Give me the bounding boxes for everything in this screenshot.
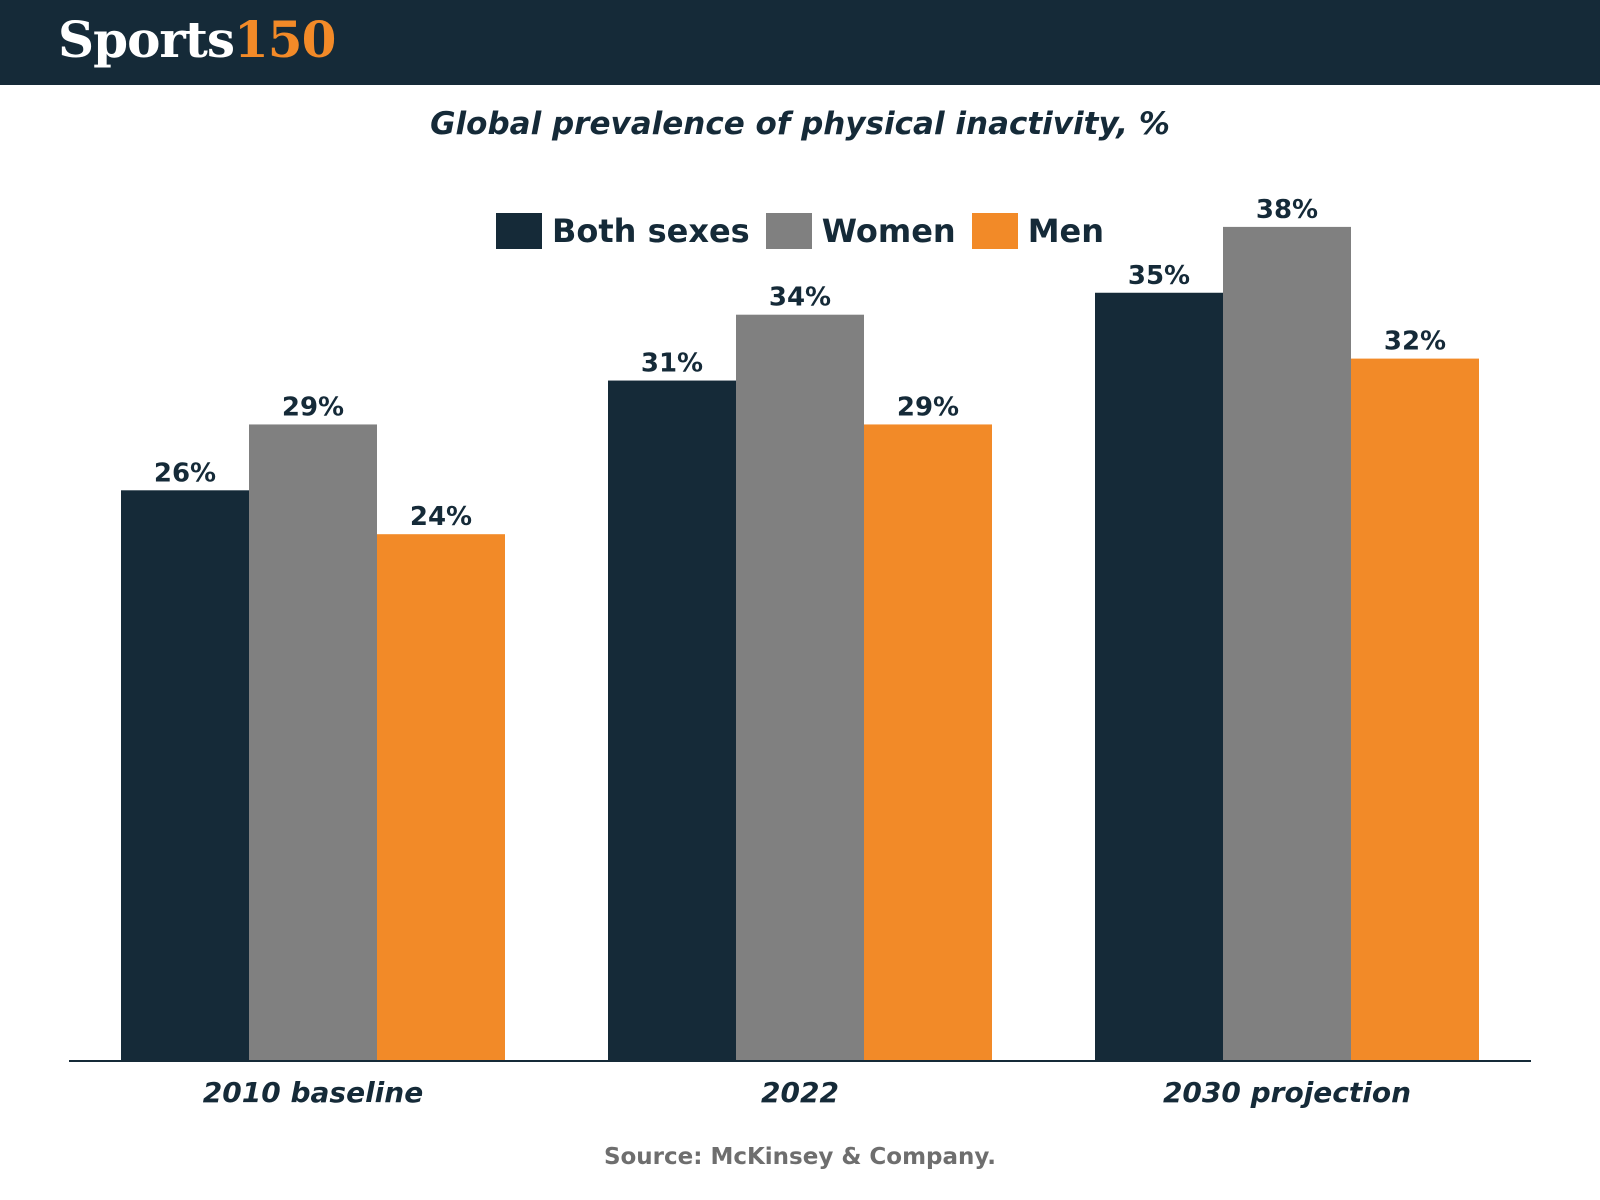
bar-both-sexes-2022: [608, 380, 736, 1061]
logo-text-sports: Sports: [58, 10, 235, 69]
chart-legend: Both sexes Women Men: [0, 212, 1600, 250]
data-label-both-sexes-2022: 31%: [641, 349, 703, 379]
x-tick-label-2030-projection: 2030 projection: [1163, 1076, 1411, 1109]
legend-label-men: Men: [1027, 212, 1105, 250]
data-label-women-2030-projection: 38%: [1256, 195, 1318, 225]
bar-men-2030-projection: [1351, 358, 1479, 1062]
legend-item-men: Men: [971, 212, 1105, 250]
legend-swatch-men: [971, 213, 1018, 249]
bar-both-sexes-2030-projection: [1095, 292, 1223, 1061]
legend-item-both-sexes: Both sexes: [495, 212, 750, 250]
data-label-men-2022: 29%: [897, 392, 959, 422]
x-tick-label-2022: 2022: [761, 1076, 839, 1109]
legend-swatch-both-sexes: [495, 213, 542, 249]
data-label-both-sexes-2030-projection: 35%: [1128, 261, 1190, 291]
data-label-women-2022: 34%: [769, 283, 831, 313]
bar-women-2010-baseline: [249, 424, 377, 1061]
chart-title: Global prevalence of physical inactivity…: [430, 106, 1170, 142]
data-label-men-2010-baseline: 24%: [410, 502, 472, 532]
bar-women-2030-projection: [1223, 226, 1351, 1061]
bar-men-2010-baseline: [377, 534, 505, 1061]
header-bar: Sports150: [0, 0, 1600, 85]
data-label-both-sexes-2010-baseline: 26%: [154, 458, 216, 488]
logo-text-150: 150: [234, 10, 336, 69]
legend-swatch-women: [765, 213, 812, 249]
source-note: Source: McKinsey & Company.: [603, 1144, 997, 1170]
data-label-men-2030-projection: 32%: [1384, 327, 1446, 357]
sports150-logo: Sports150: [58, 8, 336, 72]
legend-label-women: Women: [821, 212, 956, 250]
bar-both-sexes-2010-baseline: [121, 490, 249, 1061]
legend-label-both-sexes: Both sexes: [551, 212, 750, 250]
bar-men-2022: [864, 424, 992, 1061]
x-tick-label-2010-baseline: 2010 baseline: [203, 1076, 423, 1109]
data-label-women-2010-baseline: 29%: [282, 392, 344, 422]
bar-women-2022: [736, 314, 864, 1061]
legend-item-women: Women: [765, 212, 956, 250]
